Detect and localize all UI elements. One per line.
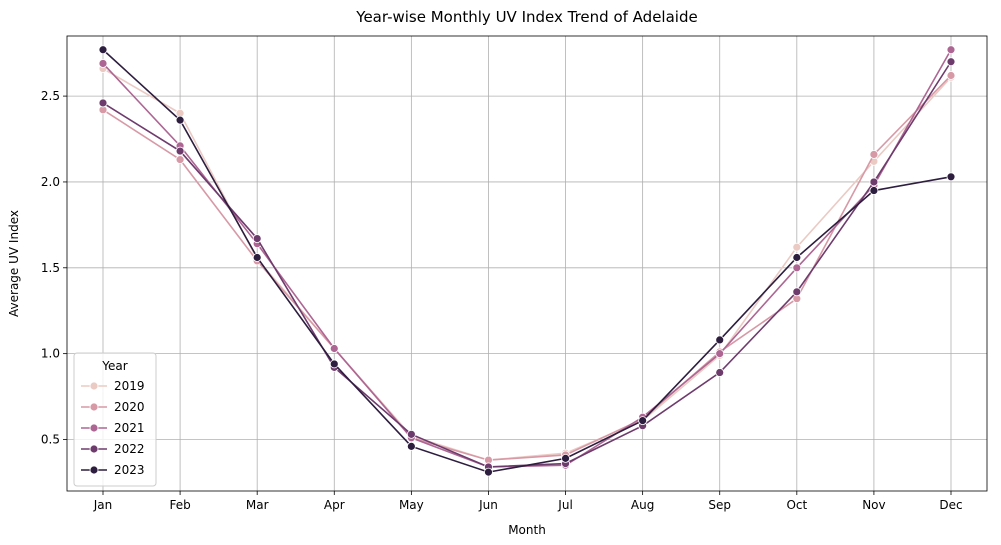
y-tick-label: 1.0	[41, 347, 60, 361]
data-point	[946, 45, 956, 55]
y-axis-ticks: 0.5 1.0 1.5 2.0 2.5	[41, 89, 67, 446]
y-tick-label: 2.0	[41, 175, 60, 189]
legend-label: 2020	[114, 400, 145, 414]
data-point	[175, 146, 185, 156]
data-point	[175, 115, 185, 125]
data-point	[869, 150, 879, 159]
data-point	[946, 71, 956, 80]
legend: Year 2019 2020 2021 2022 2023	[73, 352, 157, 487]
data-point	[946, 57, 956, 67]
x-tick-label: Apr	[324, 498, 345, 512]
legend-item-2023: 2023	[81, 463, 145, 477]
x-axis-ticks: Jan Feb Mar Apr May Jun Jul Aug Sep Oct Nov Dec	[93, 491, 963, 512]
y-axis-label: Average UV Index	[7, 210, 21, 317]
legend-item-2021: 2021	[81, 421, 145, 435]
legend-label: 2023	[114, 463, 145, 477]
data-point	[98, 59, 108, 68]
series-2022	[98, 57, 956, 472]
x-tick-label: Aug	[631, 498, 654, 512]
chart-title: Year-wise Monthly UV Index Trend of Adel…	[355, 8, 697, 26]
x-tick-label: Jan	[93, 498, 113, 512]
legend-title: Year	[101, 359, 127, 373]
data-point	[252, 234, 262, 244]
series-2019	[98, 64, 956, 465]
data-point	[484, 467, 493, 477]
series-layer	[98, 45, 956, 477]
legend-swatch-marker	[89, 423, 99, 433]
x-tick-label: Jun	[478, 498, 498, 512]
x-tick-label: Oct	[786, 498, 807, 512]
y-tick-label: 0.5	[41, 432, 60, 446]
data-point	[638, 416, 648, 426]
legend-swatch-marker	[89, 444, 99, 454]
data-point	[869, 177, 879, 187]
data-point	[329, 344, 339, 353]
data-point	[869, 186, 879, 195]
legend-item-2022: 2022	[81, 442, 145, 456]
data-point	[252, 253, 262, 262]
legend-label: 2021	[114, 421, 145, 435]
data-point	[946, 172, 956, 182]
x-tick-label: May	[399, 498, 424, 512]
data-point	[406, 441, 416, 451]
plot-area-frame	[66, 35, 988, 492]
x-tick-label: Dec	[939, 498, 962, 512]
data-point	[792, 242, 802, 252]
x-tick-label: Jul	[557, 498, 572, 512]
series-2021	[98, 45, 956, 472]
x-tick-label: Sep	[708, 498, 731, 512]
y-tick-label: 1.5	[41, 261, 60, 275]
grid	[67, 36, 987, 491]
data-point	[329, 359, 339, 369]
legend-item-2020: 2020	[81, 400, 145, 414]
x-tick-label: Nov	[862, 498, 885, 512]
x-tick-label: Feb	[169, 498, 190, 512]
series-2023	[98, 45, 956, 477]
data-point	[792, 253, 802, 262]
legend-swatch-marker	[89, 465, 99, 475]
legend-label: 2019	[114, 379, 145, 393]
data-point	[561, 453, 570, 463]
data-point	[715, 349, 725, 359]
data-point	[792, 263, 802, 273]
data-point	[792, 287, 802, 297]
data-point	[715, 368, 725, 377]
x-tick-label: Mar	[246, 498, 269, 512]
data-point	[98, 45, 108, 55]
data-point	[715, 335, 725, 345]
y-tick-label: 2.5	[41, 89, 60, 103]
data-point	[98, 98, 108, 108]
series-line	[102, 49, 952, 468]
legend-item-2019: 2019	[81, 379, 145, 393]
legend-swatch-marker	[89, 402, 99, 412]
series-line	[102, 49, 952, 473]
legend-swatch-marker	[89, 381, 99, 391]
series-line	[102, 61, 952, 468]
series-line	[102, 67, 952, 461]
data-point	[175, 155, 185, 165]
data-point	[406, 429, 416, 439]
x-axis-label: Month	[508, 523, 546, 537]
legend-label: 2022	[114, 442, 145, 456]
